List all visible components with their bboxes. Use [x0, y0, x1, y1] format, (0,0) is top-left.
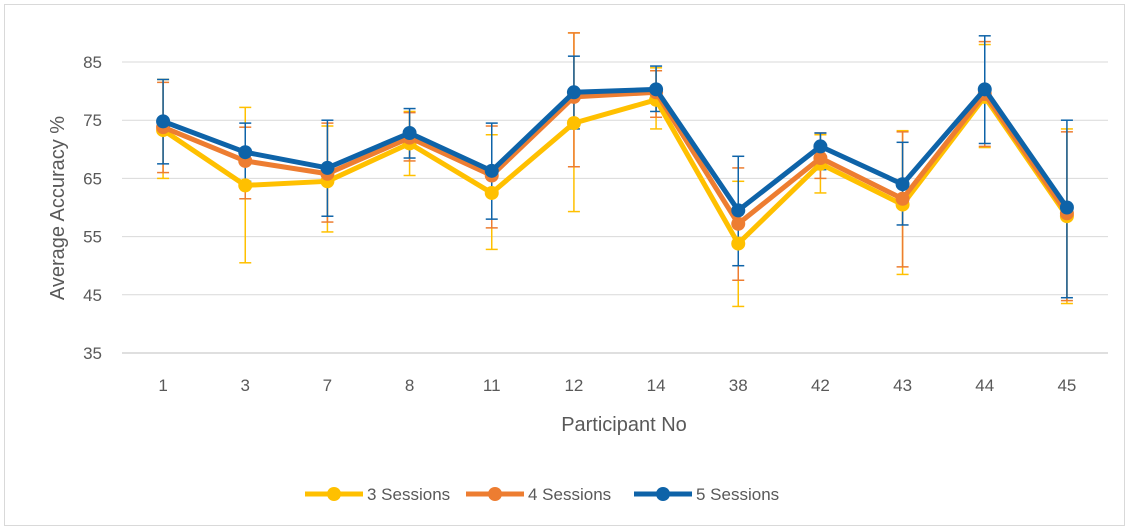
y-tick-label: 65 — [83, 169, 102, 188]
x-tick-label: 8 — [405, 376, 414, 395]
x-tick-label: 38 — [729, 376, 748, 395]
data-point — [566, 116, 581, 131]
x-tick-label: 42 — [811, 376, 830, 395]
x-tick-label: 12 — [564, 376, 583, 395]
gridlines — [122, 61, 1108, 354]
legend-swatch-marker — [656, 487, 670, 501]
data-point — [731, 236, 746, 251]
series-line — [162, 89, 1069, 227]
x-tick-labels: 1 3 7 8 11 12 14 38 42 43 44 45 — [158, 376, 1076, 395]
data-point — [484, 185, 499, 200]
data-point — [731, 216, 746, 231]
x-tick-label: 11 — [483, 376, 501, 395]
legend-label: 3 Sessions — [367, 485, 450, 504]
data-point — [238, 145, 253, 160]
legend-label: 5 Sessions — [696, 485, 779, 504]
data-point — [895, 177, 910, 192]
y-axis-title: Average Accuracy % — [47, 116, 69, 300]
y-tick-label: 55 — [83, 228, 102, 247]
data-point — [566, 85, 581, 100]
series-line — [162, 86, 1069, 213]
data-point — [649, 82, 664, 97]
data-point — [402, 126, 417, 141]
x-tick-label: 43 — [893, 376, 912, 395]
x-tick-label: 3 — [241, 376, 250, 395]
y-tick-label: 85 — [83, 53, 102, 72]
data-point — [238, 178, 253, 193]
data-point — [156, 114, 171, 129]
data-point — [320, 160, 335, 175]
y-tick-label: 45 — [83, 286, 102, 305]
x-tick-label: 44 — [975, 376, 994, 395]
legend-label: 4 Sessions — [528, 485, 611, 504]
series-line — [161, 94, 1069, 247]
data-point — [813, 139, 828, 154]
data-point — [977, 82, 992, 97]
data-point — [731, 203, 746, 218]
x-tick-label: 7 — [323, 376, 332, 395]
x-tick-label: 1 — [158, 376, 167, 395]
legend-swatch-marker — [327, 487, 341, 501]
data-point — [1059, 200, 1074, 215]
x-tick-label: 45 — [1057, 376, 1076, 395]
y-tick-label: 35 — [83, 344, 102, 363]
x-axis-title: Participant No — [561, 414, 687, 436]
y-tick-labels: 35 45 55 65 75 85 — [83, 53, 102, 363]
chart-frame — [4, 4, 1125, 526]
data-point — [813, 151, 828, 166]
x-tick-label: 14 — [647, 376, 666, 395]
series-lines — [156, 82, 1074, 251]
y-tick-label: 75 — [83, 111, 102, 130]
data-point — [484, 163, 499, 178]
data-point — [895, 191, 910, 206]
legend-swatch-marker — [488, 487, 502, 501]
legend: 3 Sessions 4 Sessions 5 Sessions — [305, 485, 779, 504]
